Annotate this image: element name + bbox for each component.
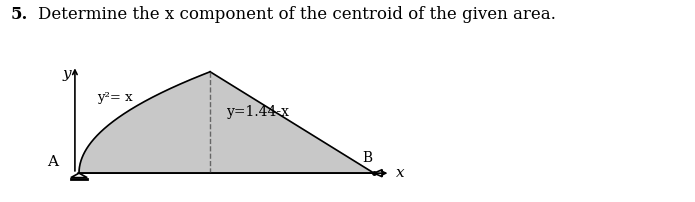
Text: B: B <box>363 151 373 165</box>
Text: y=1.44-x: y=1.44-x <box>227 105 290 119</box>
Text: 5.: 5. <box>10 6 28 23</box>
Polygon shape <box>79 72 374 173</box>
Text: y: y <box>63 67 71 81</box>
Text: x: x <box>395 166 404 180</box>
Text: A: A <box>47 155 58 169</box>
Text: y²= x: y²= x <box>97 91 133 104</box>
Text: Determine the x component of the centroid of the given area.: Determine the x component of the centroi… <box>38 6 556 23</box>
